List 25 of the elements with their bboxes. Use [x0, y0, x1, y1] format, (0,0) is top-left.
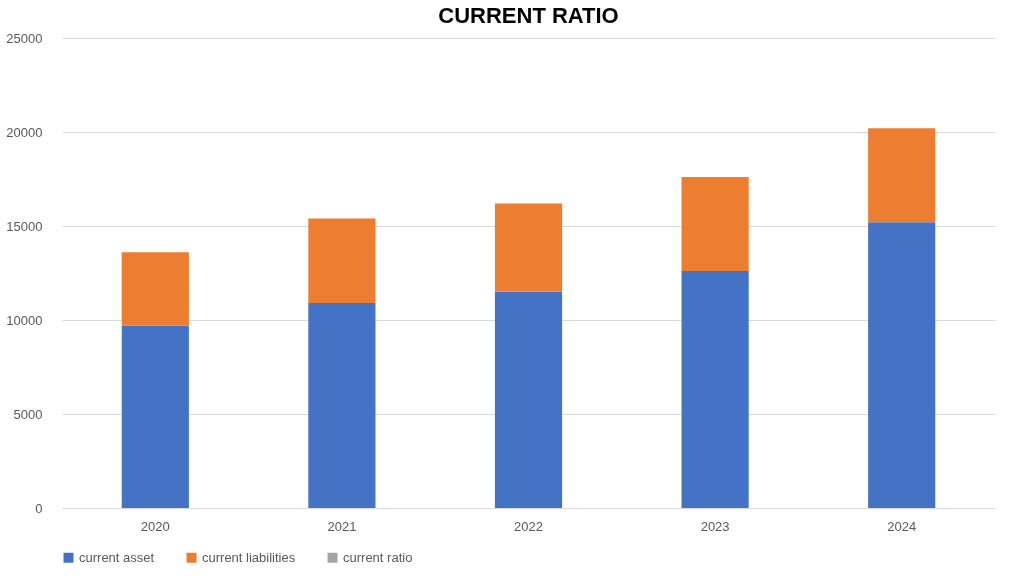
bar [308, 218, 376, 304]
bar [121, 325, 189, 508]
legend-label: current liabilities [202, 549, 296, 565]
x-tick-label: 2022 [514, 518, 543, 534]
y-tick-label: 10000 [6, 312, 43, 328]
x-tick-label: 2023 [700, 518, 730, 534]
bar [494, 291, 563, 508]
bar [868, 128, 936, 223]
y-tick-label: 20000 [6, 124, 43, 140]
x-tick-label: 2024 [887, 518, 917, 534]
y-tick-label: 0 [35, 500, 43, 516]
bar [308, 303, 376, 508]
bar [121, 252, 189, 326]
legend-label: current ratio [343, 549, 413, 565]
y-tick-label: 15000 [6, 218, 43, 234]
bar [681, 271, 749, 508]
legend-label: current asset [79, 549, 155, 565]
y-tick-label: 5000 [13, 406, 43, 422]
x-tick-label: 2020 [140, 518, 170, 534]
chart-title: CURRENT RATIO [438, 3, 619, 28]
bar [681, 177, 749, 272]
bar [868, 222, 936, 508]
bar [494, 203, 563, 292]
x-tick-label: 2021 [327, 518, 357, 534]
y-tick-label: 25000 [6, 30, 43, 46]
